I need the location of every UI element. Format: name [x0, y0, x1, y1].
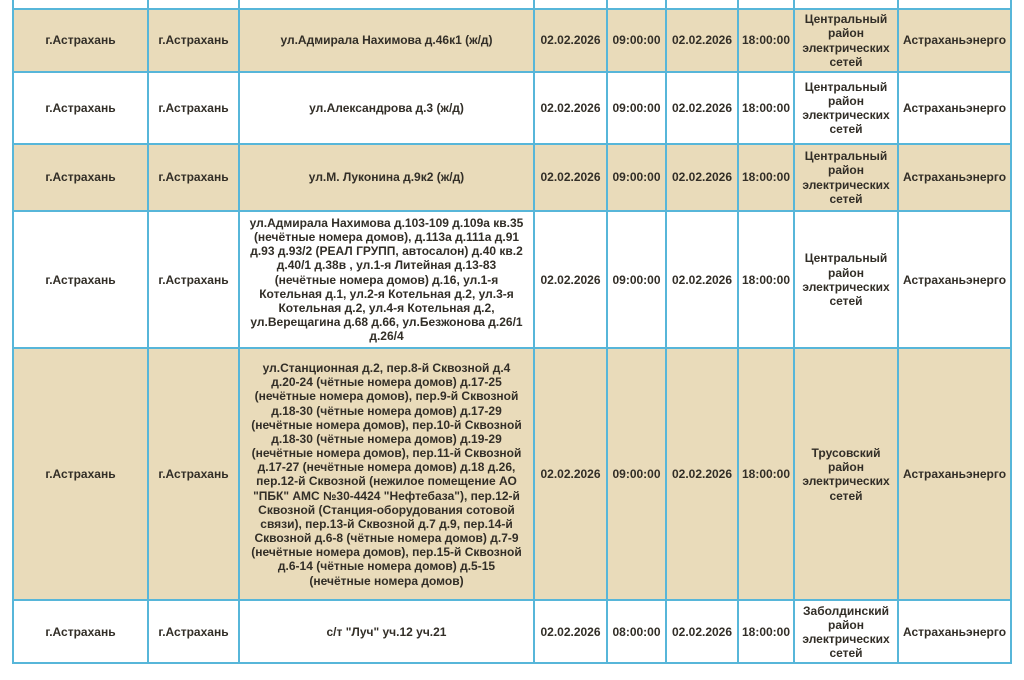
cell-start-date: 02.02.2026 — [533, 347, 608, 602]
table-row: г.Астрахань г.Астрахань ул.Александрова д.… — [12, 71, 1012, 145]
clipped-cell — [793, 0, 899, 10]
cell-end-date: 02.02.2026 — [665, 347, 739, 602]
cell-end-time: 18:00:00 — [737, 209, 795, 350]
cell-settlement: г.Астрахань — [147, 347, 240, 602]
cell-settlement: г.Астрахань — [147, 143, 240, 212]
clipped-cell — [147, 0, 240, 10]
cell-end-date: 02.02.2026 — [665, 71, 739, 145]
cell-company: Астраханьэнерго — [897, 71, 1012, 145]
cell-start-time: 08:00:00 — [606, 599, 667, 665]
cell-start-date: 02.02.2026 — [533, 8, 608, 73]
cell-region-city: г.Астрахань — [12, 71, 149, 145]
cell-end-time: 18:00:00 — [737, 8, 795, 73]
cell-settlement: г.Астрахань — [147, 599, 240, 665]
table-row: г.Астрахань г.Астрахань ул.Станционная д.2… — [12, 347, 1012, 602]
cell-start-time: 09:00:00 — [606, 71, 667, 145]
clipped-cell — [238, 0, 535, 10]
cell-settlement: г.Астрахань — [147, 8, 240, 73]
cell-region-city: г.Астрахань — [12, 143, 149, 212]
cell-address: с/т "Луч" уч.12 уч.21 — [238, 599, 535, 665]
cell-start-time: 09:00:00 — [606, 347, 667, 602]
cell-start-date: 02.02.2026 — [533, 209, 608, 350]
table-row: г.Астрахань г.Астрахань ул.Адмирала Нахимо… — [12, 209, 1012, 350]
cell-region-city: г.Астрахань — [12, 347, 149, 602]
cell-district: Центральный район электрических сетей — [793, 8, 899, 73]
cell-address: ул.М. Луконина д.9к2 (ж/д) — [238, 143, 535, 212]
cell-address: ул.Адмирала Нахимова д.103-109 д.109а кв… — [238, 209, 535, 350]
cell-start-date: 02.02.2026 — [533, 599, 608, 665]
clipped-cell — [533, 0, 608, 10]
cell-start-date: 02.02.2026 — [533, 71, 608, 145]
cell-start-time: 09:00:00 — [606, 209, 667, 350]
cell-start-date: 02.02.2026 — [533, 143, 608, 212]
cell-district: Заболдинский район электрических сетей — [793, 599, 899, 665]
cell-end-time: 18:00:00 — [737, 143, 795, 212]
table-row: г.Астрахань г.Астрахань с/т "Луч" уч.12 уч… — [12, 599, 1012, 665]
cell-region-city: г.Астрахань — [12, 8, 149, 73]
cell-region-city: г.Астрахань — [12, 599, 149, 665]
cell-company: Астраханьэнерго — [897, 209, 1012, 350]
cell-end-time: 18:00:00 — [737, 599, 795, 665]
cell-end-date: 02.02.2026 — [665, 143, 739, 212]
clipped-cell — [665, 0, 739, 10]
clipped-cell — [12, 0, 149, 10]
cell-start-time: 09:00:00 — [606, 143, 667, 212]
cell-settlement: г.Астрахань — [147, 71, 240, 145]
clipped-cell — [737, 0, 795, 10]
cell-end-time: 18:00:00 — [737, 347, 795, 602]
table-row: г.Астрахань г.Астрахань ул.М. Луконина д.9… — [12, 143, 1012, 212]
cell-region-city: г.Астрахань — [12, 209, 149, 350]
cell-district: Трусовский район электрических сетей — [793, 347, 899, 602]
cell-company: Астраханьэнерго — [897, 143, 1012, 212]
outage-table-wrap: г.Астрахань г.Астрахань ул.Адмирала Нахимо… — [12, 0, 1012, 665]
cell-district: Центральный район электрических сетей — [793, 209, 899, 350]
cell-end-date: 02.02.2026 — [665, 209, 739, 350]
cell-address: ул.Александрова д.3 (ж/д) — [238, 71, 535, 145]
cell-district: Центральный район электрических сетей — [793, 143, 899, 212]
cell-start-time: 09:00:00 — [606, 8, 667, 73]
cell-address: ул.Адмирала Нахимова д.46к1 (ж/д) — [238, 8, 535, 73]
clipped-cell — [606, 0, 667, 10]
clipped-cell — [897, 0, 1012, 10]
outage-table-body: г.Астрахань г.Астрахань ул.Адмирала Нахимо… — [12, 0, 1012, 665]
cell-company: Астраханьэнерго — [897, 599, 1012, 665]
clipped-top-row — [12, 0, 1012, 10]
cell-company: Астраханьэнерго — [897, 8, 1012, 73]
cell-address: ул.Станционная д.2, пер.8-й Сквозной д.4… — [238, 347, 535, 602]
cell-company: Астраханьэнерго — [897, 347, 1012, 602]
cell-district: Центральный район электрических сетей — [793, 71, 899, 145]
outage-table: г.Астрахань г.Астрахань ул.Адмирала Нахимо… — [12, 0, 1012, 665]
cell-end-date: 02.02.2026 — [665, 8, 739, 73]
cell-settlement: г.Астрахань — [147, 209, 240, 350]
cell-end-time: 18:00:00 — [737, 71, 795, 145]
cell-end-date: 02.02.2026 — [665, 599, 739, 665]
table-row: г.Астрахань г.Астрахань ул.Адмирала Нахимо… — [12, 8, 1012, 73]
